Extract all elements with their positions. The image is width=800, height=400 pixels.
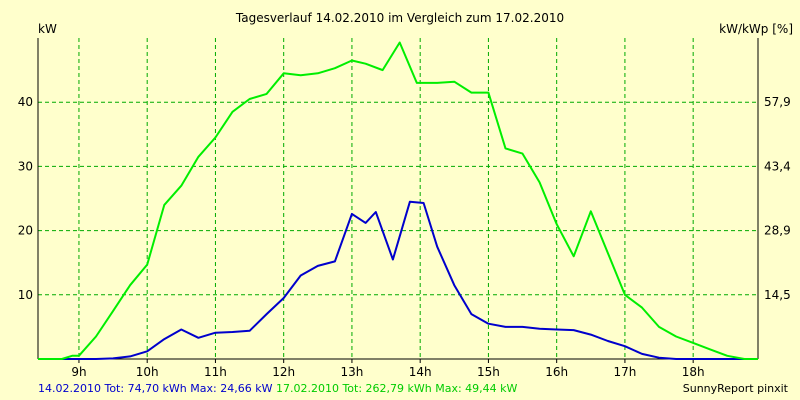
chart: Tagesverlauf 14.02.2010 im Vergleich zum…	[18, 11, 793, 379]
y-tick-label-left-20: 20	[18, 224, 33, 238]
axes	[37, 38, 759, 363]
x-tick-label-15: 15h	[477, 365, 500, 379]
y-tick-label-right-40: 57,9	[764, 95, 791, 109]
brand-credit: SunnyReport pinxit	[682, 382, 788, 395]
y-tick-label-right-10: 14,5	[764, 288, 791, 302]
x-tick-label-13: 13h	[340, 365, 363, 379]
chart-title: Tagesverlauf 14.02.2010 im Vergleich zum…	[235, 11, 564, 25]
series2-summary: 17.02.2010 Tot: 262,79 kWh Max: 49,44 kW	[275, 382, 518, 395]
y-tick-label-left-40: 40	[18, 95, 33, 109]
y-tick-label-left-10: 10	[18, 288, 33, 302]
y-tick-label-right-20: 28,9	[764, 224, 791, 238]
x-tick-label-14: 14h	[409, 365, 432, 379]
grid	[38, 38, 758, 359]
y-tick-label-right-30: 43,4	[764, 159, 791, 173]
y-tick-label-left-30: 30	[18, 159, 33, 173]
tick-labels: 10 20 30 40 14,5 28,9 43,4 57,9 9h 10h 11h 12h 13h 14…	[18, 95, 791, 379]
y-axis-label-right: kW/kWp [%]	[719, 22, 793, 36]
series-layer	[38, 41, 758, 360]
series1-summary: 14.02.2010 Tot: 74,70 kWh Max: 24,66 kW	[38, 382, 273, 395]
x-tick-label-12: 12h	[272, 365, 295, 379]
x-tick-label-9: 9h	[71, 365, 86, 379]
x-tick-label-18: 18h	[682, 365, 705, 379]
y-axis-label-left: kW	[38, 22, 57, 36]
footer-summary: 14.02.2010 Tot: 74,70 kWh Max: 24,66 kW …	[38, 382, 517, 396]
series-line-1	[38, 200, 758, 360]
x-tick-label-11: 11h	[204, 365, 227, 379]
x-tick-label-17: 17h	[613, 365, 636, 379]
x-tick-label-10: 10h	[136, 365, 159, 379]
x-tick-label-16: 16h	[545, 365, 568, 379]
series-line-2	[38, 41, 758, 360]
